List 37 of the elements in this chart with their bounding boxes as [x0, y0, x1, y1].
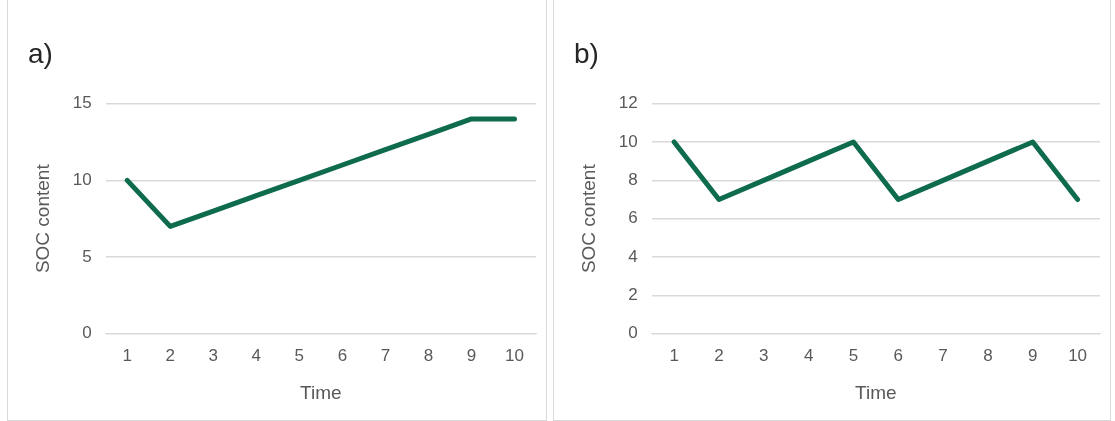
- x-tick-label: 2: [714, 345, 724, 365]
- x-tick-label: 7: [938, 345, 948, 365]
- x-tick-label: 8: [983, 345, 993, 365]
- y-tick-label: 0: [628, 323, 638, 343]
- x-tick-label: 3: [759, 345, 769, 365]
- x-axis-title: Time: [300, 381, 342, 403]
- x-tick-label: 1: [669, 345, 679, 365]
- x-tick-label: 2: [165, 345, 175, 365]
- y-tick-label: 4: [628, 246, 638, 266]
- x-tick-label: 4: [803, 345, 814, 365]
- x-tick-label: 9: [466, 345, 477, 365]
- y-tick-label: 8: [628, 170, 638, 190]
- x-tick-label: 4: [251, 345, 262, 365]
- y-tick-label: 15: [72, 93, 92, 113]
- x-tick-label: 9: [1028, 345, 1038, 365]
- y-tick-label: 5: [82, 246, 92, 266]
- x-tick-label: 6: [893, 345, 903, 365]
- y-axis-title: SOC content: [31, 163, 53, 274]
- x-tick-label: 5: [294, 345, 305, 365]
- x-tick-label: 7: [380, 345, 391, 365]
- x-tick-label: 6: [337, 345, 348, 365]
- x-tick-label: 5: [848, 345, 859, 365]
- x-tick-label: 10: [505, 345, 524, 365]
- y-tick-label: 10: [72, 170, 92, 190]
- y-tick-label: 0: [82, 323, 92, 343]
- y-tick-label: 10: [618, 131, 638, 151]
- y-tick-label: 6: [628, 208, 638, 228]
- x-axis-title: Time: [855, 381, 897, 403]
- x-tick-label: 10: [1068, 345, 1088, 365]
- y-axis-title: SOC content: [577, 163, 599, 274]
- x-tick-label: 8: [423, 345, 434, 365]
- x-tick-label: 3: [208, 345, 219, 365]
- y-tick-label: 2: [628, 285, 638, 305]
- x-tick-label: 1: [122, 345, 132, 365]
- chart-title: b): [574, 37, 599, 69]
- chart-title: a): [28, 37, 53, 69]
- y-tick-label: 12: [618, 93, 638, 113]
